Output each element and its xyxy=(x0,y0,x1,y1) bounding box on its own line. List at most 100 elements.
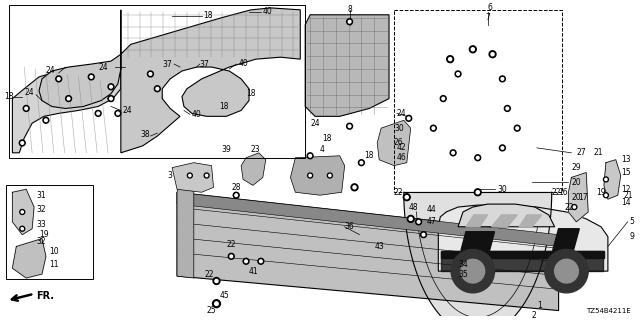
Circle shape xyxy=(451,250,495,293)
Circle shape xyxy=(447,56,454,63)
Text: 30: 30 xyxy=(497,185,508,194)
Text: 17: 17 xyxy=(579,193,588,202)
Text: 10: 10 xyxy=(49,247,58,256)
Circle shape xyxy=(353,186,356,189)
Circle shape xyxy=(440,96,446,101)
Text: 22: 22 xyxy=(564,203,574,212)
Circle shape xyxy=(97,112,99,115)
Circle shape xyxy=(149,73,152,75)
Polygon shape xyxy=(177,192,559,311)
Circle shape xyxy=(501,147,504,149)
Text: 40: 40 xyxy=(238,59,248,68)
Polygon shape xyxy=(12,189,34,235)
Polygon shape xyxy=(12,239,46,278)
Circle shape xyxy=(21,228,23,230)
Circle shape xyxy=(358,160,364,166)
Text: 30: 30 xyxy=(394,124,404,133)
Circle shape xyxy=(116,112,119,115)
Polygon shape xyxy=(604,160,621,199)
Circle shape xyxy=(605,178,607,180)
Circle shape xyxy=(20,226,25,231)
Text: 39: 39 xyxy=(221,145,231,154)
Polygon shape xyxy=(39,8,300,153)
Text: 18: 18 xyxy=(204,11,213,20)
Circle shape xyxy=(156,87,159,90)
Bar xyxy=(394,10,561,192)
Text: 44: 44 xyxy=(426,204,436,213)
Circle shape xyxy=(431,125,436,131)
Circle shape xyxy=(154,86,160,92)
Circle shape xyxy=(417,220,420,223)
Polygon shape xyxy=(519,215,542,227)
Circle shape xyxy=(58,77,60,80)
Circle shape xyxy=(501,77,504,80)
Text: 22: 22 xyxy=(552,188,561,197)
Text: 42: 42 xyxy=(397,143,406,152)
Circle shape xyxy=(452,151,454,154)
Polygon shape xyxy=(177,192,559,246)
Text: TZ54B4211E: TZ54B4211E xyxy=(586,308,630,314)
Circle shape xyxy=(212,300,220,308)
Circle shape xyxy=(21,211,23,213)
Circle shape xyxy=(214,302,218,306)
Text: 37: 37 xyxy=(163,60,172,68)
Circle shape xyxy=(476,191,479,194)
Circle shape xyxy=(442,97,445,100)
Circle shape xyxy=(449,58,452,61)
Text: 7: 7 xyxy=(486,13,490,22)
Text: 31: 31 xyxy=(36,191,45,200)
Text: 28: 28 xyxy=(231,183,241,192)
Text: 8: 8 xyxy=(348,5,353,14)
Circle shape xyxy=(188,173,193,178)
Circle shape xyxy=(328,173,332,178)
Text: 36: 36 xyxy=(345,222,355,231)
Circle shape xyxy=(604,193,609,198)
Text: 2: 2 xyxy=(532,311,537,320)
Polygon shape xyxy=(241,153,266,185)
Circle shape xyxy=(408,117,410,120)
Circle shape xyxy=(228,253,234,259)
Polygon shape xyxy=(438,205,608,271)
Circle shape xyxy=(457,73,460,75)
Bar xyxy=(10,5,305,158)
Circle shape xyxy=(461,259,484,283)
Circle shape xyxy=(205,174,208,177)
Circle shape xyxy=(66,96,72,101)
Text: 24: 24 xyxy=(24,88,34,97)
Circle shape xyxy=(108,84,114,90)
Polygon shape xyxy=(568,172,588,222)
Text: 21: 21 xyxy=(623,191,633,200)
Text: 18: 18 xyxy=(364,151,374,160)
Circle shape xyxy=(347,123,353,129)
Polygon shape xyxy=(305,15,389,116)
Circle shape xyxy=(450,150,456,156)
Text: 27: 27 xyxy=(577,148,586,157)
Text: FR.: FR. xyxy=(36,291,54,301)
Circle shape xyxy=(476,156,479,159)
Text: 14: 14 xyxy=(621,198,630,207)
Polygon shape xyxy=(172,163,214,192)
Circle shape xyxy=(109,97,112,100)
Text: 32: 32 xyxy=(36,237,45,246)
Circle shape xyxy=(329,174,331,177)
Text: 29: 29 xyxy=(572,163,581,172)
Circle shape xyxy=(243,258,249,264)
Polygon shape xyxy=(441,252,604,258)
Circle shape xyxy=(115,110,121,116)
Text: 3: 3 xyxy=(167,171,172,180)
Text: 38: 38 xyxy=(141,130,150,139)
Circle shape xyxy=(491,53,494,56)
Text: 4: 4 xyxy=(320,145,325,154)
Polygon shape xyxy=(492,215,517,227)
Circle shape xyxy=(90,76,93,78)
Circle shape xyxy=(573,206,575,208)
Circle shape xyxy=(504,106,510,111)
Circle shape xyxy=(415,219,422,225)
Circle shape xyxy=(43,117,49,123)
Text: 24: 24 xyxy=(98,62,108,72)
Polygon shape xyxy=(377,120,411,166)
Text: 22: 22 xyxy=(394,188,403,197)
Circle shape xyxy=(360,161,363,164)
Circle shape xyxy=(409,217,412,220)
Circle shape xyxy=(514,125,520,131)
